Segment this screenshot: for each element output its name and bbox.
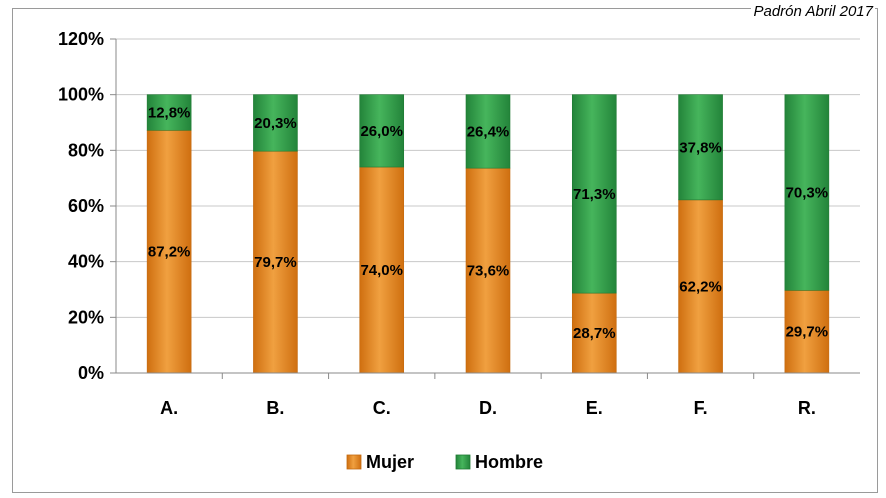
- legend-label-hombre: Hombre: [475, 452, 543, 472]
- y-tick-label: 60%: [68, 196, 104, 216]
- y-tick-label: 20%: [68, 307, 104, 327]
- data-label-mujer: 29,7%: [786, 324, 829, 341]
- data-label-hombre: 26,0%: [360, 123, 403, 140]
- data-label-mujer: 62,2%: [679, 278, 722, 295]
- bar-mujer-3: [359, 166, 405, 374]
- data-label-mujer: 74,0%: [360, 262, 403, 279]
- data-label-hombre: 37,8%: [679, 139, 722, 156]
- legend-label-mujer: Mujer: [366, 452, 414, 472]
- legend: Mujer Hombre: [346, 452, 543, 472]
- y-tick-label: 80%: [68, 140, 104, 160]
- bars-layer: [146, 94, 830, 374]
- legend-swatch-mujer: [346, 454, 362, 470]
- data-label-hombre: 26,4%: [467, 123, 510, 140]
- data-label-mujer: 73,6%: [467, 263, 510, 280]
- data-label-mujer: 87,2%: [148, 244, 191, 261]
- x-category-label: E.: [586, 398, 603, 418]
- x-category-label: A.: [160, 398, 178, 418]
- data-label-hombre: 12,8%: [148, 104, 191, 121]
- x-category-label: C.: [373, 398, 391, 418]
- y-tick-label: 120%: [58, 29, 104, 49]
- y-tick-label: 0%: [78, 363, 104, 383]
- data-label-mujer: 79,7%: [254, 254, 297, 271]
- x-category-label: B.: [266, 398, 284, 418]
- bar-hombre-2: [253, 94, 298, 152]
- source-note: Padrón Abril 2017: [751, 3, 875, 20]
- bar-hombre-1: [146, 94, 192, 131]
- x-category-label: F.: [694, 398, 708, 418]
- data-label-mujer: 28,7%: [573, 325, 616, 342]
- y-tick-label: 100%: [58, 85, 104, 105]
- data-label-hombre: 71,3%: [573, 186, 616, 203]
- y-tick-label: 40%: [68, 252, 104, 272]
- x-category-label: R.: [798, 398, 816, 418]
- x-category-label: D.: [479, 398, 497, 418]
- axis-layer: 0% 20% 40% 60% 80% 100% 120% A. B. C. D. E. F. R.: [58, 29, 860, 418]
- data-label-hombre: 20,3%: [254, 115, 297, 132]
- bar-hombre-7: [784, 94, 830, 291]
- legend-swatch-hombre: [455, 454, 471, 470]
- data-label-hombre: 70,3%: [786, 185, 829, 202]
- bar-hombre-5: [571, 94, 617, 294]
- bar-hombre-3: [359, 94, 405, 168]
- bar-mujer-5: [571, 292, 617, 374]
- bar-hombre-6: [678, 94, 723, 201]
- bar-mujer-7: [784, 290, 830, 374]
- labels-layer: 87,2% 12,8% 79,7% 20,3% 74,0% 26,0% 73,6% 26,4%…: [148, 104, 828, 342]
- bar-mujer-6: [678, 199, 723, 374]
- bar-mujer-4: [465, 167, 511, 374]
- bar-hombre-4: [465, 94, 511, 169]
